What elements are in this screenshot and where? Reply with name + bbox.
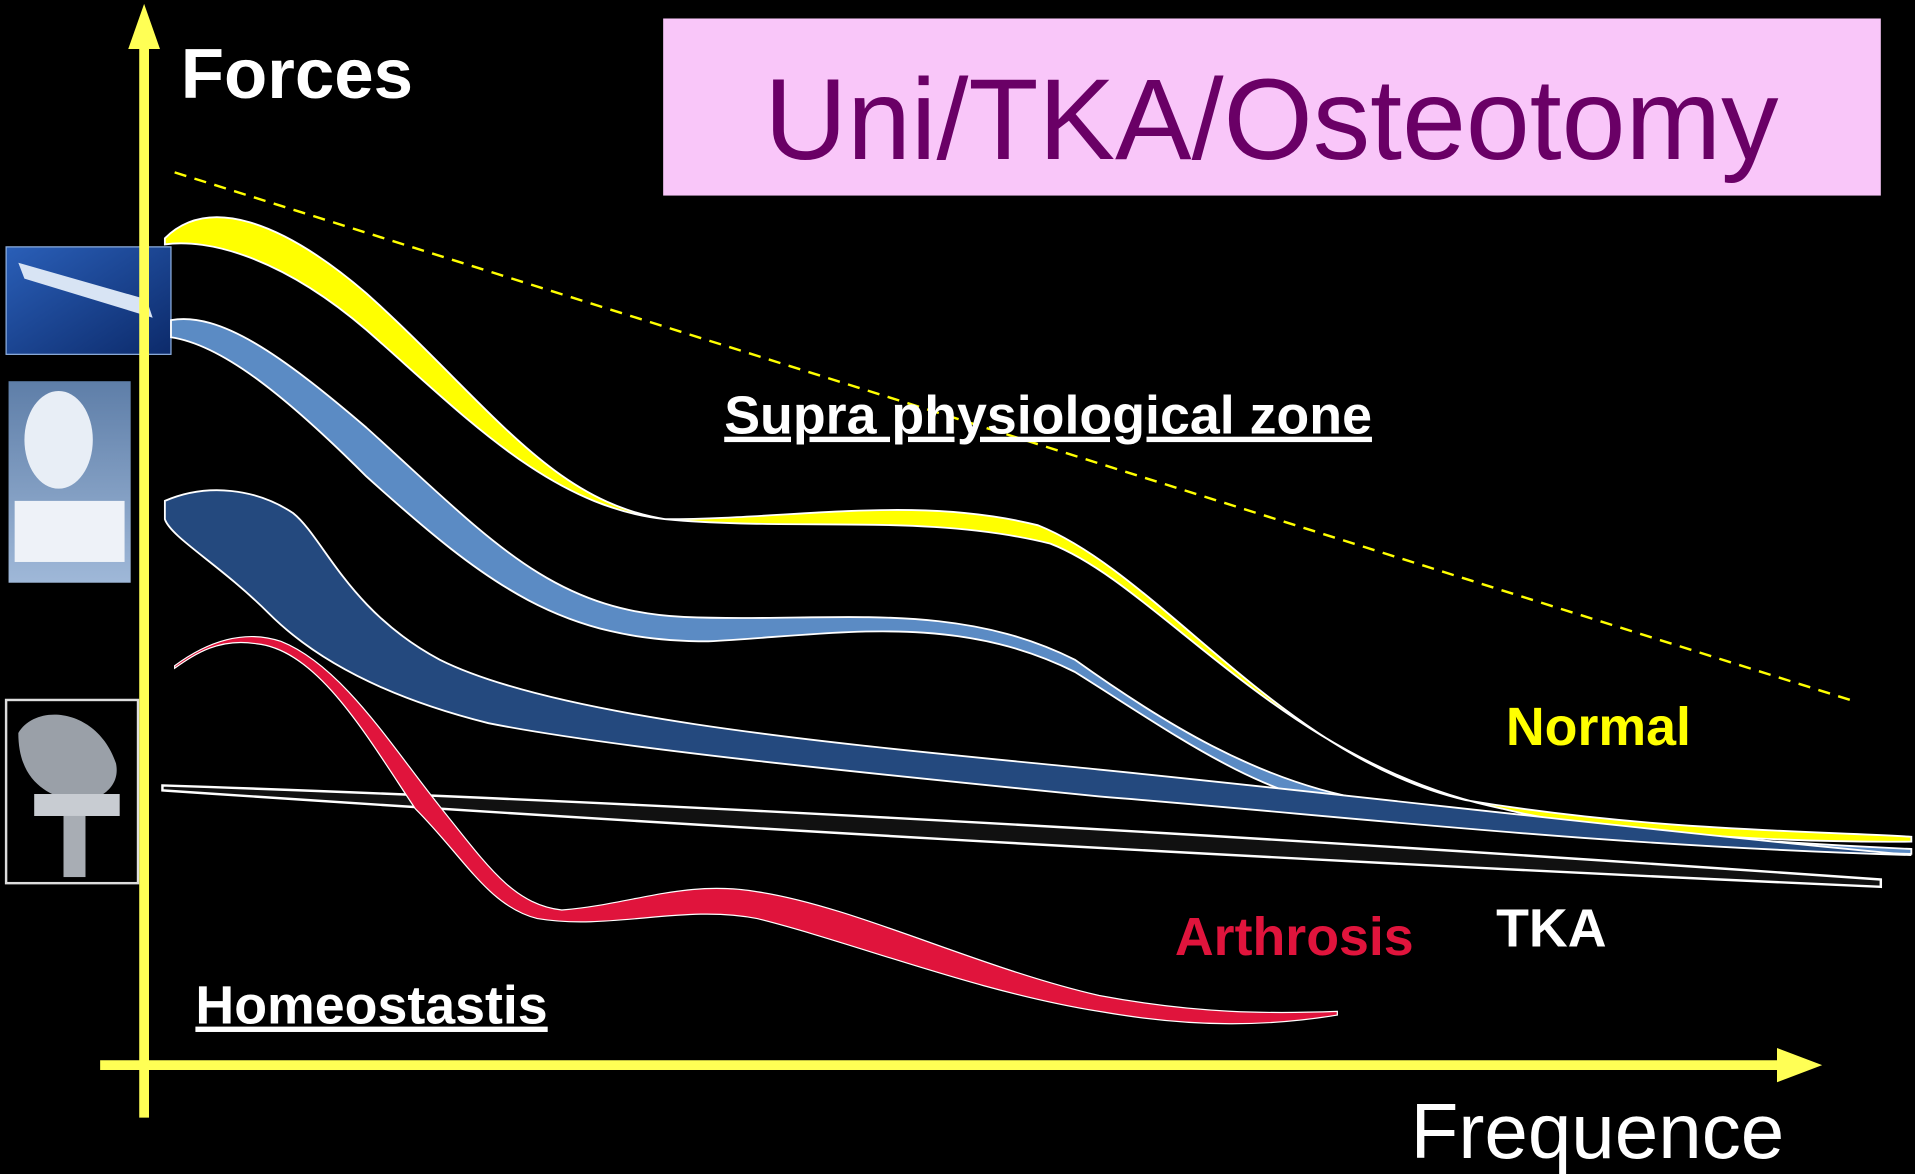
arthrosis-label: Arthrosis bbox=[1175, 907, 1414, 967]
tka-stem bbox=[64, 816, 86, 877]
tka-tray bbox=[34, 794, 119, 816]
uni-shape bbox=[24, 391, 92, 489]
tka-label: TKA bbox=[1496, 899, 1606, 959]
page: Uni/TKA/Osteotomy Forces Frequence Supra… bbox=[0, 0, 1915, 1174]
homeostasis-label: Homeostastis bbox=[195, 976, 547, 1036]
uni-base bbox=[15, 501, 125, 562]
y-axis-label: Forces bbox=[181, 35, 413, 114]
title: Uni/TKA/Osteotomy bbox=[764, 56, 1779, 184]
supra-zone-label: Supra physiological zone bbox=[724, 386, 1372, 446]
normal-label: Normal bbox=[1506, 697, 1691, 757]
slide: Uni/TKA/Osteotomy Forces Frequence Supra… bbox=[0, 0, 1915, 1174]
x-axis-label: Frequence bbox=[1411, 1087, 1785, 1174]
